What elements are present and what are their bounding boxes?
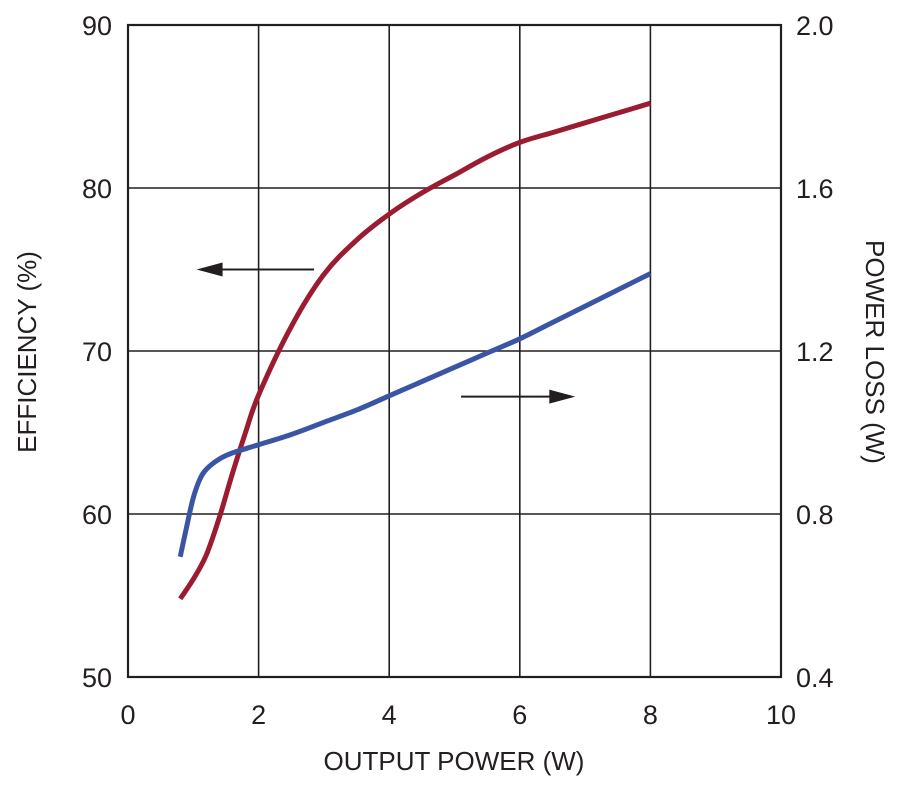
y2-tick-label: 2.0 [796,11,834,41]
y2-tick-label: 0.4 [796,663,834,693]
y2-tick-labels: 0.4 0.8 1.2 1.6 2.0 [796,11,834,693]
y2-tick-label: 1.6 [796,174,834,204]
efficiency-line [178,100,652,601]
axis-indicator-arrows [196,262,576,404]
x-tick-label: 8 [643,700,658,730]
y-tick-label: 60 [82,500,112,530]
y-tick-label: 70 [82,337,112,367]
x-tick-label: 0 [120,700,135,730]
arrow-to-left-axis [196,262,315,277]
power-loss-line [177,271,652,558]
x-tick-labels: 0 2 4 6 8 10 [120,700,796,730]
x-tick-label: 2 [251,700,266,730]
y2-axis-title: POWER LOSS (W) [860,240,890,464]
y-tick-label: 80 [82,174,112,204]
y2-tick-label: 0.8 [796,500,834,530]
y-tick-label: 50 [82,663,112,693]
y-axis-title: EFFICIENCY (%) [12,251,42,453]
y-tick-labels: 50 60 70 80 90 [82,11,112,693]
x-tick-label: 4 [382,700,397,730]
x-axis-title: OUTPUT POWER (W) [324,746,585,776]
y-tick-label: 90 [82,11,112,41]
grid-lines [128,25,781,677]
x-tick-label: 10 [766,700,796,730]
data-series [177,100,652,601]
arrow-to-right-axis [461,389,576,404]
x-tick-label: 6 [512,700,527,730]
y2-tick-label: 1.2 [796,337,834,367]
plot-frame [126,23,783,679]
